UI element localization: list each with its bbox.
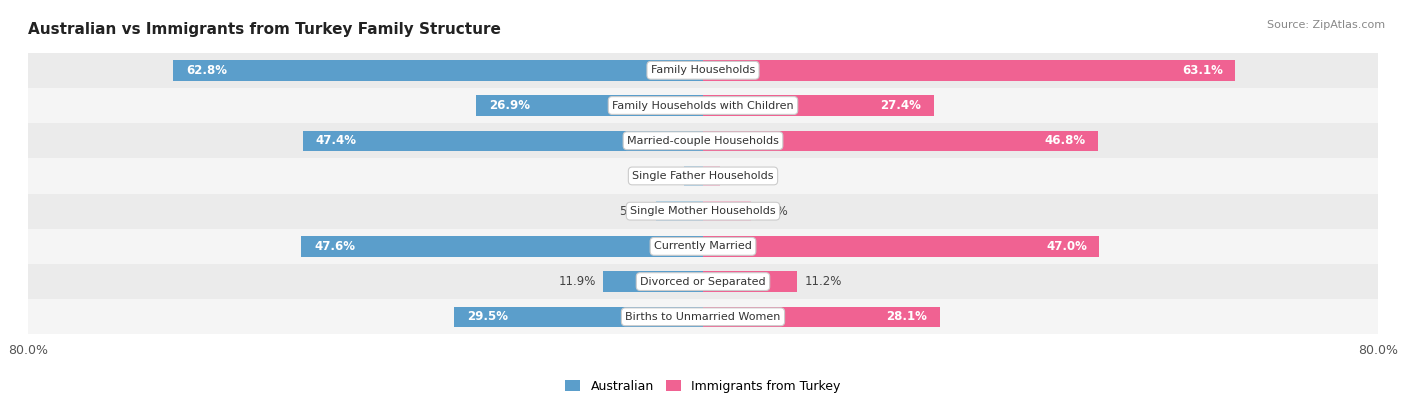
Bar: [301, 236, 703, 257]
Bar: [11, 299, 1395, 335]
Bar: [11, 264, 1395, 299]
Bar: [11, 158, 1395, 194]
Bar: [11, 194, 1395, 229]
Text: Australian vs Immigrants from Turkey Family Structure: Australian vs Immigrants from Turkey Fam…: [28, 21, 501, 36]
Bar: [11, 123, 1395, 158]
Text: 27.4%: 27.4%: [880, 99, 921, 112]
Text: 46.8%: 46.8%: [1045, 134, 1085, 147]
Bar: [11, 229, 1395, 264]
Text: 5.7%: 5.7%: [758, 205, 787, 218]
Text: 62.8%: 62.8%: [186, 64, 226, 77]
Text: Single Mother Households: Single Mother Households: [630, 206, 776, 216]
Bar: [477, 95, 703, 116]
Text: 28.1%: 28.1%: [887, 310, 928, 324]
Bar: [655, 201, 703, 221]
Text: Married-couple Households: Married-couple Households: [627, 136, 779, 146]
Text: 5.6%: 5.6%: [619, 205, 650, 218]
Text: Source: ZipAtlas.com: Source: ZipAtlas.com: [1267, 20, 1385, 30]
Bar: [703, 307, 941, 327]
Text: Family Households: Family Households: [651, 65, 755, 75]
Bar: [11, 88, 1395, 123]
Bar: [703, 271, 797, 292]
Bar: [703, 130, 1098, 151]
Text: 63.1%: 63.1%: [1182, 64, 1223, 77]
Legend: Australian, Immigrants from Turkey: Australian, Immigrants from Turkey: [561, 375, 845, 395]
Text: Family Households with Children: Family Households with Children: [612, 100, 794, 111]
Text: 26.9%: 26.9%: [489, 99, 530, 112]
Text: 11.9%: 11.9%: [558, 275, 596, 288]
Text: 47.6%: 47.6%: [314, 240, 356, 253]
Text: Single Father Households: Single Father Households: [633, 171, 773, 181]
Text: 2.0%: 2.0%: [727, 169, 756, 182]
Text: 29.5%: 29.5%: [467, 310, 508, 324]
Bar: [454, 307, 703, 327]
Bar: [603, 271, 703, 292]
Bar: [703, 95, 934, 116]
Text: Births to Unmarried Women: Births to Unmarried Women: [626, 312, 780, 322]
Bar: [703, 236, 1099, 257]
Text: 11.2%: 11.2%: [804, 275, 842, 288]
Bar: [11, 53, 1395, 88]
Text: Divorced or Separated: Divorced or Separated: [640, 276, 766, 287]
Text: Currently Married: Currently Married: [654, 241, 752, 251]
Text: 47.0%: 47.0%: [1046, 240, 1087, 253]
Bar: [703, 166, 720, 186]
Bar: [703, 60, 1236, 81]
Text: 47.4%: 47.4%: [316, 134, 357, 147]
Bar: [685, 166, 703, 186]
Bar: [703, 201, 751, 221]
Text: 2.2%: 2.2%: [648, 169, 678, 182]
Bar: [304, 130, 703, 151]
Bar: [173, 60, 703, 81]
